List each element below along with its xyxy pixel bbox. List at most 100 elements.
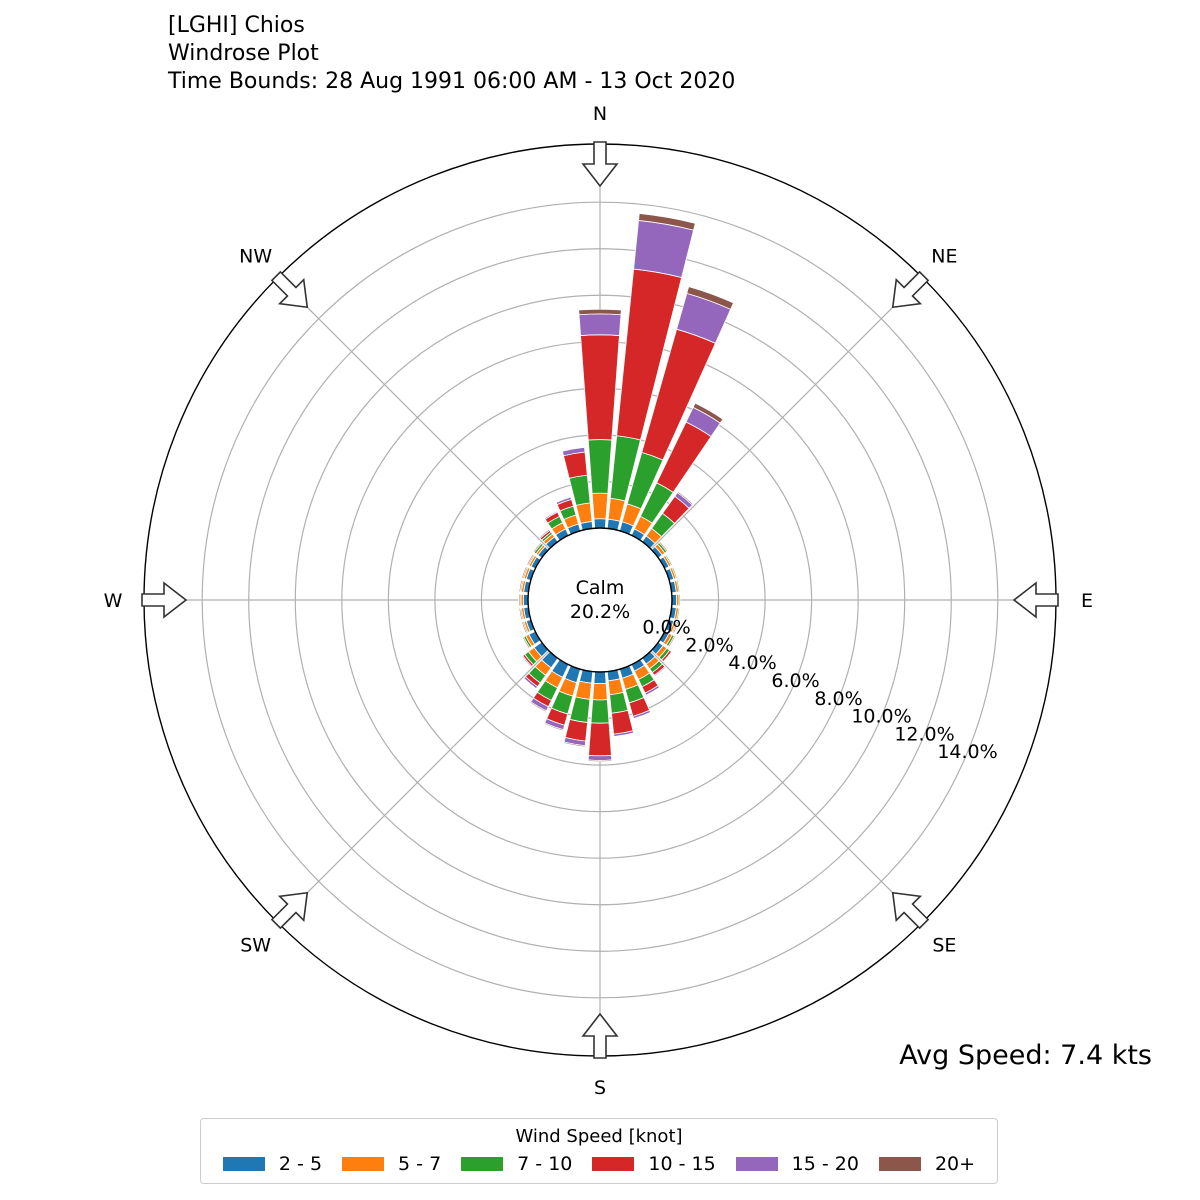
bar-segment: [590, 699, 610, 724]
legend-item: 7 - 10: [461, 1153, 572, 1175]
radial-tick-label: 8.0%: [814, 688, 862, 710]
bar-segment: [578, 313, 622, 336]
direction-labels: N NE E SE S SW W NW: [104, 103, 1093, 1099]
bar-segment: [563, 741, 586, 748]
direction-label: N: [593, 103, 607, 125]
legend-item: 10 - 15: [592, 1153, 716, 1175]
direction-arrow: [581, 141, 619, 188]
direction-arrow: [270, 270, 309, 309]
bar-segment: [611, 709, 634, 735]
legend-item: 2 - 5: [222, 1153, 323, 1175]
legend-label: 5 - 7: [398, 1153, 442, 1175]
title-block: [LGHI] Chios Windrose Plot Time Bounds: …: [168, 12, 735, 96]
legend-label: 20+: [934, 1153, 976, 1175]
direction-arrow: [1012, 581, 1059, 619]
bar-segment: [592, 682, 608, 701]
bar-segment: [632, 709, 652, 720]
chart-title-station: [LGHI] Chios: [168, 13, 305, 38]
bar-segment: [518, 607, 523, 621]
legend-item: 5 - 7: [342, 1153, 441, 1175]
grid-spoke: [650, 650, 923, 923]
radial-tick-label: 2.0%: [685, 634, 733, 656]
chart-title-plot-name: Windrose Plot: [168, 41, 319, 66]
bar-segment: [569, 696, 591, 724]
bar-segment: [521, 566, 528, 579]
bar-segment: [676, 491, 694, 506]
direction-label: SW: [240, 934, 271, 956]
bar-segment: [678, 593, 681, 607]
direction-arrow: [270, 891, 309, 930]
bar-segment: [555, 496, 573, 506]
bar-segment: [692, 402, 724, 424]
calm-circle: [527, 527, 673, 673]
radial-tick-labels: 0.0%2.0%4.0%6.0%8.0%10.0%12.0%14.0%: [642, 617, 997, 764]
grid-spoke: [650, 277, 923, 550]
bar-segment: [587, 754, 613, 761]
bar-segment: [633, 219, 695, 278]
bar-segment: [671, 566, 678, 579]
bar-segment: [538, 528, 551, 539]
bar-segment: [609, 691, 629, 714]
bar-segment: [664, 554, 673, 567]
legend-swatch: [735, 1157, 778, 1171]
bar-segment: [593, 671, 607, 685]
bar-segment: [518, 593, 521, 607]
bar-segment: [638, 213, 696, 231]
bar-segment: [529, 701, 547, 713]
legend-label: 10 - 15: [648, 1153, 716, 1175]
bar-segment: [613, 730, 635, 737]
legend-label: 7 - 10: [517, 1153, 573, 1175]
bar-segment: [578, 308, 622, 316]
direction-label: S: [594, 1077, 606, 1099]
calm-label: Calm: [576, 577, 625, 599]
bar-segment: [575, 502, 593, 524]
grid-spoke: [277, 277, 550, 550]
bar-segment: [543, 722, 564, 732]
avg-speed: Avg Speed: 7.4 kts: [899, 1040, 1152, 1071]
radial-tick-label: 6.0%: [771, 670, 819, 692]
bar-segment: [575, 680, 592, 700]
direction-label: NW: [239, 246, 272, 268]
bar-segment: [526, 553, 535, 566]
bar-segment: [561, 446, 586, 457]
direction-arrow: [891, 891, 930, 930]
bar-segment: [607, 678, 624, 696]
radial-tick-label: 12.0%: [894, 723, 954, 745]
bar-segment: [563, 451, 588, 479]
radial-tick-label: 4.0%: [728, 652, 776, 674]
calm-circle-group: Calm 20.2%: [527, 527, 673, 673]
legend-item: 15 - 20: [735, 1153, 859, 1175]
bar-segment: [653, 666, 667, 677]
chart-title-time-bounds: Time Bounds: 28 Aug 1991 06:00 AM - 13 O…: [168, 69, 736, 94]
legend-label: 15 - 20: [791, 1153, 859, 1175]
bar-segment: [588, 722, 612, 757]
legend-swatch: [878, 1157, 921, 1171]
bar-segment: [661, 649, 673, 663]
bar-segment: [587, 759, 613, 762]
legend: Wind Speed [knot] 2 - 5 5 - 7 7 - 10 10 - 1…: [200, 1118, 998, 1184]
bar-segment: [686, 286, 735, 310]
bar-segment: [591, 492, 609, 520]
legend-swatch: [592, 1157, 635, 1171]
bar-segment: [543, 510, 559, 520]
direction-label: W: [104, 590, 123, 612]
direction-arrow: [581, 1012, 619, 1059]
direction-label: SE: [932, 934, 956, 956]
bar-segment: [523, 676, 539, 690]
direction-arrow: [891, 270, 930, 309]
legend-swatch: [222, 1157, 265, 1171]
legend-label: 2 - 5: [278, 1153, 323, 1175]
bar-segment: [580, 334, 620, 441]
bar-segment: [676, 579, 681, 593]
bar-segment: [521, 621, 528, 634]
direction-label: NE: [931, 246, 957, 268]
bar-segment: [607, 497, 626, 522]
radial-tick-label: 14.0%: [937, 741, 997, 763]
bar-segment: [587, 439, 613, 494]
bar-segment: [564, 718, 588, 742]
bar-segment: [667, 635, 676, 648]
calm-value: 20.2%: [570, 601, 630, 623]
bar-segment: [676, 607, 681, 621]
legend-swatch: [461, 1157, 504, 1171]
